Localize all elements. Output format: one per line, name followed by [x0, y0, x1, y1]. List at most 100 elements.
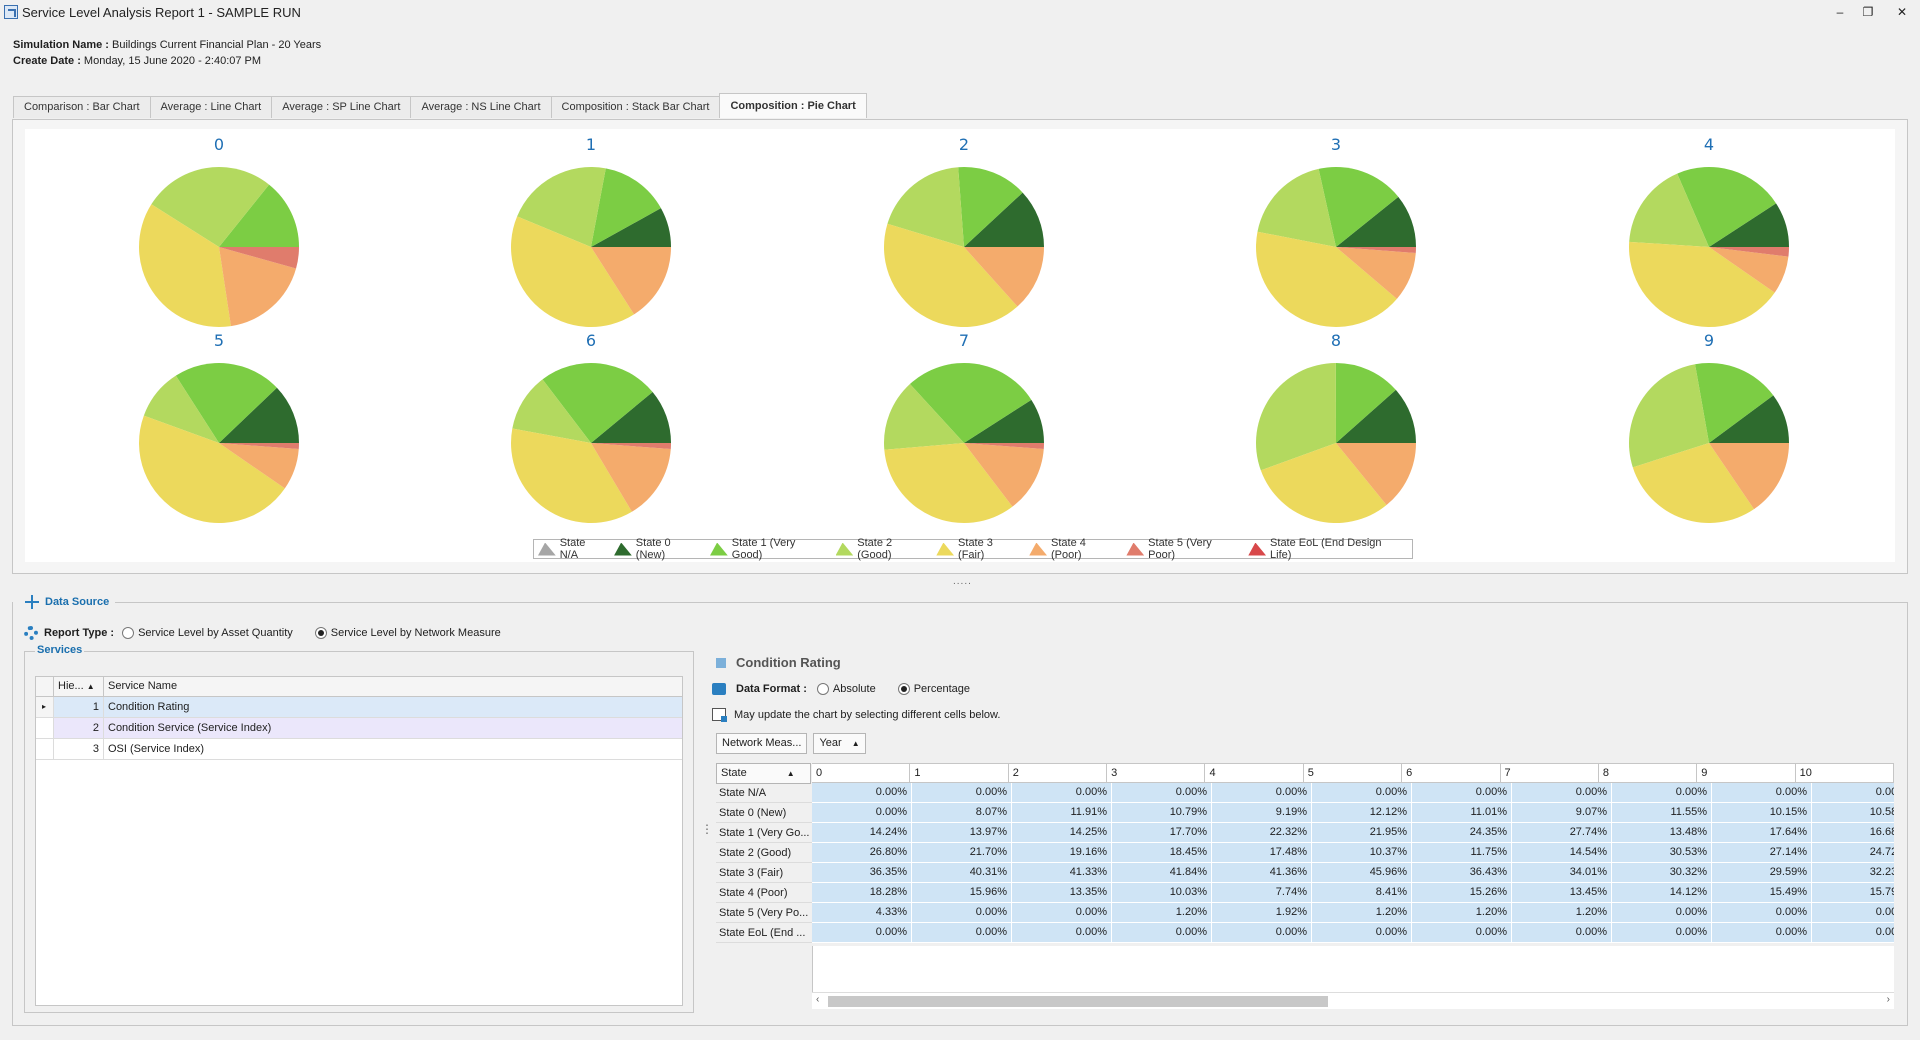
pie-8-slice-4[interactable]	[1260, 443, 1387, 523]
restore-button[interactable]: ❐	[1862, 5, 1874, 19]
pie-6-slice-5[interactable]	[591, 443, 671, 512]
pie-1-slice-2[interactable]	[591, 168, 661, 247]
close-button[interactable]: ✕	[1896, 5, 1908, 19]
pie-9-slice-3[interactable]	[1628, 364, 1709, 468]
pivot-cell[interactable]: 14.12%	[1612, 883, 1712, 903]
tab-comparison-bar-chart[interactable]: Comparison : Bar Chart	[13, 96, 151, 118]
pivot-cell[interactable]: 14.24%	[812, 823, 912, 843]
pivot-cell[interactable]: 0.00%	[1812, 783, 1894, 803]
pivot-cell[interactable]: 14.54%	[1512, 843, 1612, 863]
panel-expander[interactable]: ⋮	[701, 822, 713, 836]
state-row-header[interactable]: State EoL (End ...	[716, 923, 812, 943]
pie-7-slice-1[interactable]	[964, 399, 1044, 443]
pivot-cell[interactable]: 0.00%	[1812, 903, 1894, 923]
pivot-cell[interactable]: 36.35%	[812, 863, 912, 883]
horizontal-scrollbar[interactable]: ‹ ›	[812, 992, 1894, 1009]
pie-3-slice-5[interactable]	[1336, 247, 1416, 299]
pie-1-slice-1[interactable]	[591, 208, 671, 247]
pivot-cell[interactable]: 1.20%	[1312, 903, 1412, 923]
pivot-cell[interactable]: 0.00%	[812, 783, 912, 803]
pivot-cell[interactable]: 24.35%	[1412, 823, 1512, 843]
year-column-header[interactable]: 6	[1402, 764, 1501, 782]
panel-splitter[interactable]: .....	[953, 576, 972, 587]
pivot-cell[interactable]: 1.92%	[1212, 903, 1312, 923]
pivot-cell[interactable]: 22.32%	[1212, 823, 1312, 843]
pivot-cell[interactable]: 0.00%	[1412, 783, 1512, 803]
pie-0-slice-4[interactable]	[139, 204, 231, 328]
pivot-cell[interactable]: 0.00%	[1012, 903, 1112, 923]
field-state[interactable]: State ▲	[716, 763, 811, 784]
scroll-right-icon[interactable]: ›	[1886, 994, 1890, 1005]
minimize-button[interactable]: –	[1836, 5, 1844, 19]
pivot-cell[interactable]: 17.48%	[1212, 843, 1312, 863]
state-row-header[interactable]: State 0 (New)	[716, 803, 812, 823]
pivot-cell[interactable]: 0.00%	[912, 903, 1012, 923]
radio-absolute[interactable]	[816, 683, 829, 695]
pie-3-slice-2[interactable]	[1318, 166, 1399, 247]
pie-8-slice-5[interactable]	[1336, 443, 1416, 506]
tab-average-line-chart[interactable]: Average : Line Chart	[149, 96, 273, 118]
pivot-cell[interactable]: 10.03%	[1112, 883, 1212, 903]
pivot-cell[interactable]: 17.64%	[1712, 823, 1812, 843]
pie-7-slice-2[interactable]	[909, 362, 1032, 443]
pie-9-slice-5[interactable]	[1709, 443, 1789, 510]
pivot-cell[interactable]: 4.33%	[812, 903, 912, 923]
year-column-header[interactable]: 2	[1009, 764, 1108, 782]
year-column-header[interactable]: 4	[1205, 764, 1304, 782]
column-header-hierarchy[interactable]: Hie... ▲	[54, 677, 104, 696]
pie-7-slice-3[interactable]	[884, 384, 964, 450]
pivot-cell[interactable]: 15.49%	[1712, 883, 1812, 903]
pie-6-slice-3[interactable]	[512, 379, 591, 443]
pivot-cell[interactable]: 30.53%	[1612, 843, 1712, 863]
pie-9-slice-2[interactable]	[1695, 362, 1774, 443]
year-column-header[interactable]: 0	[812, 764, 911, 782]
pivot-cell[interactable]: 24.72%	[1812, 843, 1894, 863]
state-row-header[interactable]: State 4 (Poor)	[716, 883, 812, 903]
pivot-cell[interactable]: 0.00%	[1612, 783, 1712, 803]
pivot-cell[interactable]: 16.68%	[1812, 823, 1894, 843]
report-type-asset-quantity-option[interactable]: Service Level by Asset Quantity	[122, 627, 293, 639]
tab-average-ns-line-chart[interactable]: Average : NS Line Chart	[410, 96, 552, 118]
pivot-cell[interactable]: 21.70%	[912, 843, 1012, 863]
pivot-cell[interactable]: 15.79%	[1812, 883, 1894, 903]
pivot-cell[interactable]: 14.25%	[1012, 823, 1112, 843]
pie-4-slice-3[interactable]	[1629, 173, 1709, 247]
pie-2-slice-5[interactable]	[964, 247, 1044, 307]
pivot-cell[interactable]: 10.79%	[1112, 803, 1212, 823]
pivot-cell[interactable]: 0.00%	[1712, 903, 1812, 923]
pie-5-slice-5[interactable]	[219, 443, 299, 489]
pivot-cell[interactable]: 0.00%	[1612, 903, 1712, 923]
tab-average-sp-line-chart[interactable]: Average : SP Line Chart	[271, 96, 412, 118]
pie-3-slice-1[interactable]	[1336, 196, 1416, 247]
pivot-cell[interactable]: 0.00%	[1712, 923, 1812, 943]
pivot-cell[interactable]: 0.00%	[1412, 923, 1512, 943]
pie-3-slice-3[interactable]	[1257, 168, 1336, 247]
pivot-cell[interactable]: 0.00%	[1112, 783, 1212, 803]
pivot-cell[interactable]: 18.45%	[1112, 843, 1212, 863]
pie-4-slice-1[interactable]	[1709, 203, 1790, 247]
pivot-cell[interactable]: 11.91%	[1012, 803, 1112, 823]
report-type-network-measure-option[interactable]: Service Level by Network Measure	[314, 627, 501, 639]
pivot-cell[interactable]: 0.00%	[1512, 783, 1612, 803]
pivot-cell[interactable]: 11.75%	[1412, 843, 1512, 863]
year-column-header[interactable]: 5	[1304, 764, 1403, 782]
pie-4-slice-2[interactable]	[1677, 166, 1777, 247]
pivot-cell[interactable]: 41.36%	[1212, 863, 1312, 883]
pie-2-slice-2[interactable]	[958, 166, 1023, 247]
pivot-cell[interactable]: 30.32%	[1612, 863, 1712, 883]
state-row-header[interactable]: State 3 (Fair)	[716, 863, 812, 883]
pivot-cell[interactable]: 8.41%	[1312, 883, 1412, 903]
pivot-cell[interactable]: 41.33%	[1012, 863, 1112, 883]
pivot-cell[interactable]: 0.00%	[1312, 783, 1412, 803]
state-row-header[interactable]: State 1 (Very Go...	[716, 823, 812, 843]
pivot-cell[interactable]: 41.84%	[1112, 863, 1212, 883]
pivot-cell[interactable]: 0.00%	[1012, 783, 1112, 803]
pie-1-slice-4[interactable]	[511, 216, 635, 327]
column-header-service-name[interactable]: Service Name	[108, 680, 178, 692]
pivot-cell[interactable]: 21.95%	[1312, 823, 1412, 843]
row-expand-icon[interactable]: ▸	[36, 697, 54, 717]
pie-9-slice-4[interactable]	[1632, 443, 1755, 523]
pie-0-slice-6[interactable]	[219, 247, 299, 269]
pivot-cell[interactable]: 0.00%	[1012, 923, 1112, 943]
pivot-cell[interactable]: 0.00%	[1512, 923, 1612, 943]
